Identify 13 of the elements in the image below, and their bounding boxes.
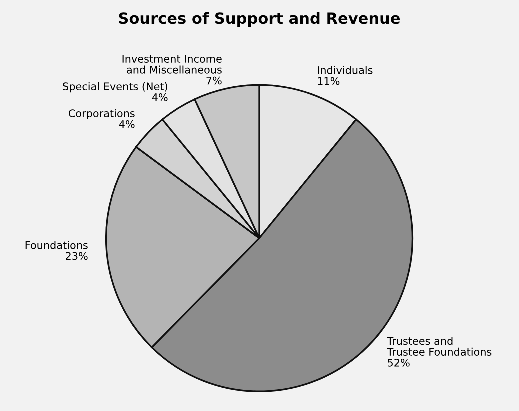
data-label: 52% [388, 358, 410, 367]
slice-label: Individuals [318, 66, 373, 74]
data-label: 4% [152, 94, 168, 102]
data-label: 11% [318, 77, 340, 86]
slice-label: Special Events (Net) [63, 82, 168, 93]
chart-title: Sources of Support and Revenue [119, 12, 400, 28]
data-label: 7% [206, 76, 222, 85]
data-label: 4% [119, 120, 135, 128]
data-label: 23% [66, 252, 88, 260]
slice-label: Foundations [26, 241, 88, 250]
slice-label: Trustees and Trustee Foundations [387, 337, 492, 356]
slice-label: Investment Income and Miscellaneous [122, 55, 222, 74]
slice-label: Corporations [68, 109, 135, 120]
